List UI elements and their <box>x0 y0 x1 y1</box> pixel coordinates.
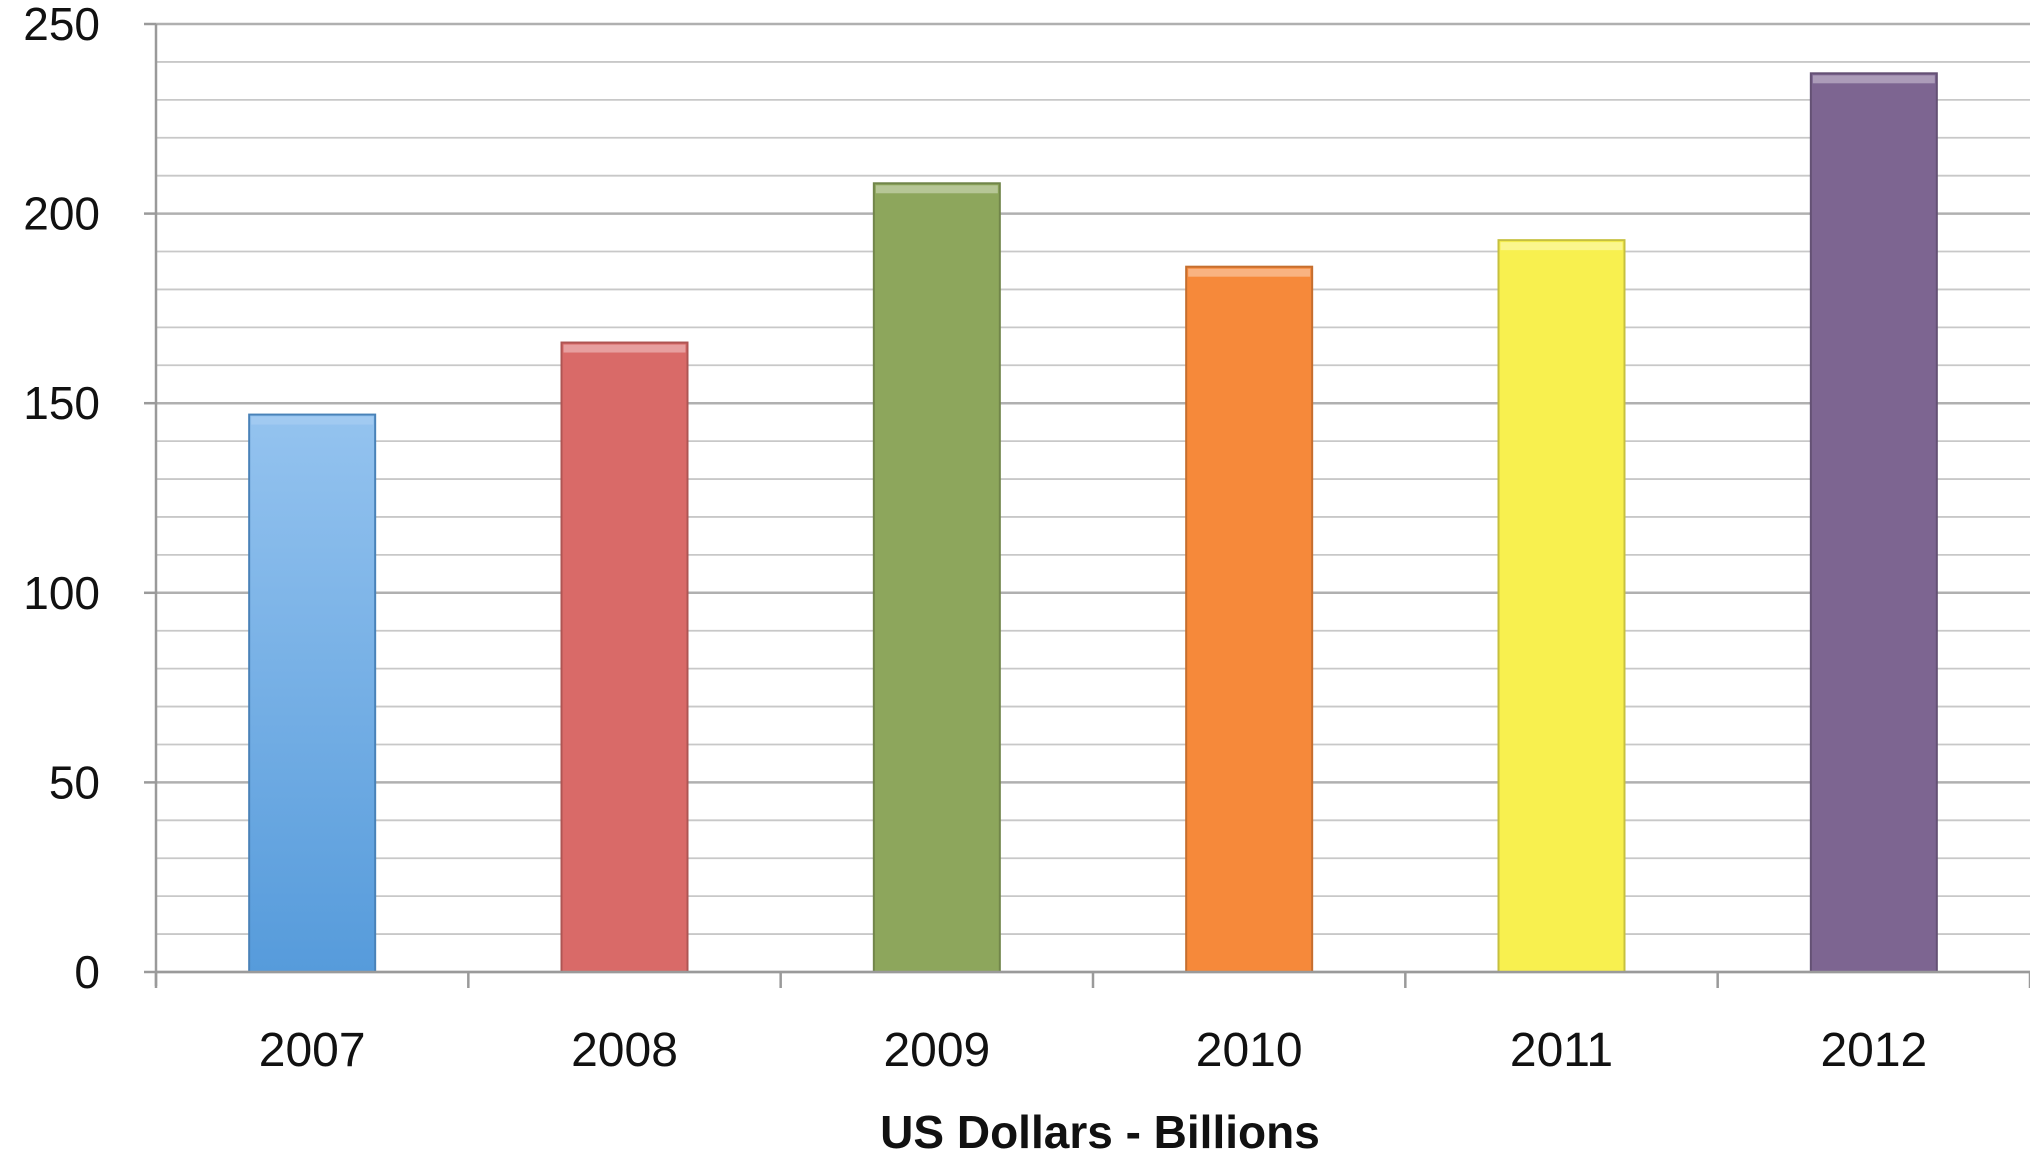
y-tick-label: 100 <box>23 567 100 619</box>
x-axis-title: US Dollars - Billions <box>880 1106 1320 1158</box>
bar-2007 <box>248 413 377 973</box>
axis-layer: 0 50 100 150 200 250 2007 2008 2009 2010 2011 2012 <box>23 0 2030 1077</box>
y-tick-label: 250 <box>23 0 100 50</box>
y-tick-label: 50 <box>49 756 100 808</box>
grid-layer <box>156 22 2030 974</box>
x-tick-label: 2010 <box>1196 1024 1303 1077</box>
bar-highlight <box>1500 242 1623 251</box>
x-tick-label: 2012 <box>1820 1024 1927 1077</box>
bar-highlight <box>251 416 374 425</box>
x-tick-label: 2009 <box>883 1024 990 1077</box>
bar-2012 <box>1809 72 1938 973</box>
x-tick-label: 2011 <box>1510 1024 1613 1077</box>
y-tick-label: 150 <box>23 377 100 429</box>
bar-2011 <box>1497 239 1626 974</box>
y-tick-label: 0 <box>74 946 100 998</box>
x-tick-label: 2008 <box>571 1024 678 1077</box>
bar-layer <box>248 72 1938 974</box>
bar-highlight <box>1188 268 1311 277</box>
bar-highlight <box>563 344 686 353</box>
bar-2008 <box>560 341 689 973</box>
x-tick-label: 2007 <box>259 1024 366 1077</box>
bar-highlight <box>875 185 998 194</box>
y-tick-label: 200 <box>23 188 100 240</box>
bar-highlight <box>1812 75 1935 84</box>
bar-2010 <box>1185 265 1314 973</box>
bar-2009 <box>872 182 1001 974</box>
